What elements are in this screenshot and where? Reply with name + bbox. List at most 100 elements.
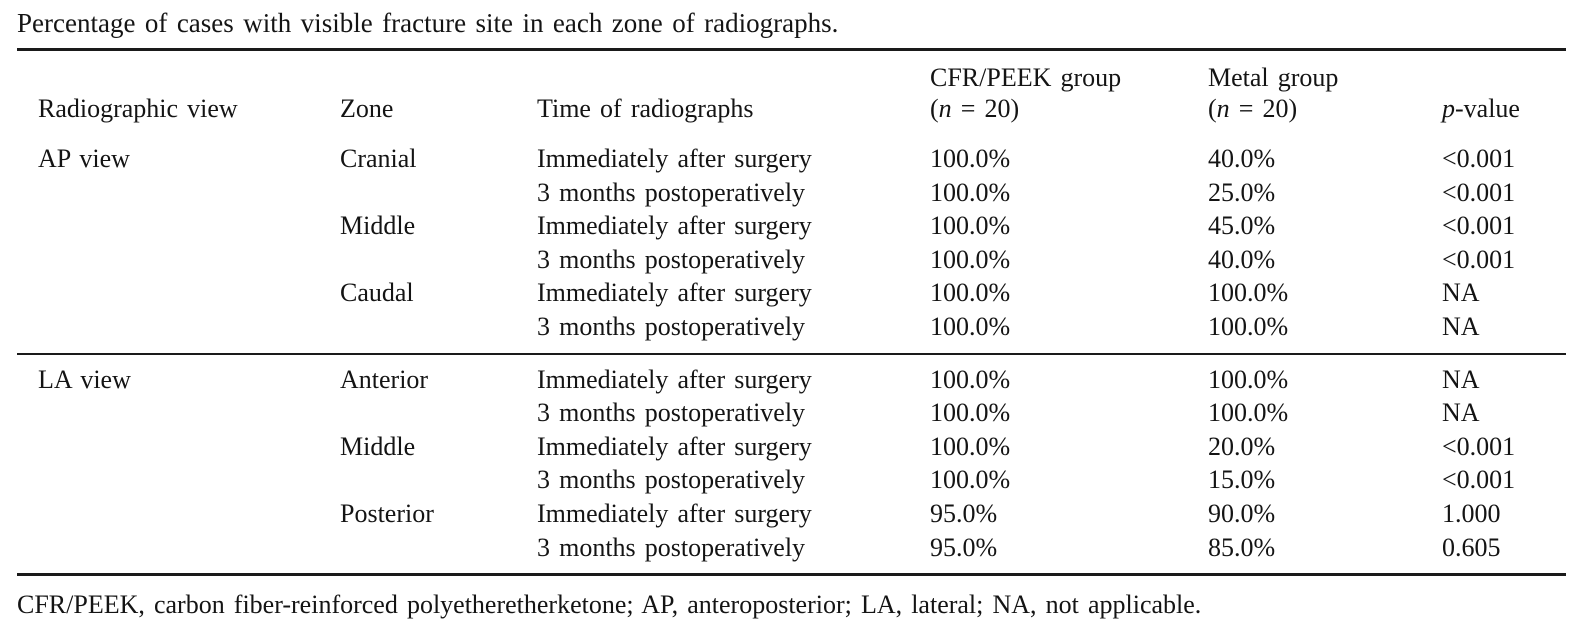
section-la-view: LA view Anterior Immediately after surge… xyxy=(17,353,1566,575)
cell-view: LA view xyxy=(38,364,131,394)
table-header: Radiographic view Zone Time of radiograp… xyxy=(17,50,1566,135)
cell-time: Immediately after surgery xyxy=(537,278,812,308)
cell-view xyxy=(17,243,340,277)
cell-cfr-peek: 100.0% xyxy=(930,211,1011,241)
table-row: Middle Immediately after surgery 100.0% … xyxy=(17,430,1566,464)
cell-cfr-peek: 100.0% xyxy=(930,177,1011,207)
cell-view xyxy=(17,497,340,531)
cell-view xyxy=(17,176,340,210)
cell-view xyxy=(17,310,340,354)
table-caption: Percentage of cases with visible fractur… xyxy=(17,8,839,38)
cell-time: 3 months postoperatively xyxy=(537,244,806,274)
cell-view xyxy=(17,276,340,310)
header-time: Time of radiographs xyxy=(537,94,754,123)
cell-cfr-peek: 100.0% xyxy=(930,278,1011,308)
table-row: Middle Immediately after surgery 100.0% … xyxy=(17,209,1566,243)
cell-time: 3 months postoperatively xyxy=(537,532,806,562)
cell-p-value: <0.001 xyxy=(1442,177,1516,207)
cell-zone: Middle xyxy=(340,431,416,461)
header-radiographic-view: Radiographic view xyxy=(38,94,238,123)
cell-p-value: NA xyxy=(1442,364,1480,394)
cell-p-value: 1.000 xyxy=(1442,498,1501,528)
cell-view xyxy=(17,396,340,430)
table-row: 3 months postoperatively 100.0% 40.0% <0… xyxy=(17,243,1566,277)
cell-view xyxy=(17,209,340,243)
cell-view: AP view xyxy=(38,144,130,173)
cell-metal: 20.0% xyxy=(1208,431,1276,461)
cell-p-value: <0.001 xyxy=(1442,244,1516,274)
header-cfr-peek-n: (n = 20) xyxy=(930,94,1020,123)
cell-time: Immediately after surgery xyxy=(537,211,812,241)
cell-cfr-peek: 95.0% xyxy=(930,532,998,562)
header-zone: Zone xyxy=(340,94,394,123)
cell-metal: 100.0% xyxy=(1208,311,1289,341)
cell-zone: Cranial xyxy=(340,144,417,173)
cell-zone xyxy=(340,176,537,210)
cell-cfr-peek: 100.0% xyxy=(930,311,1011,341)
table-row: LA view Anterior Immediately after surge… xyxy=(17,354,1566,397)
cell-p-value: NA xyxy=(1442,311,1480,341)
header-p-value: p-value xyxy=(1442,94,1520,123)
cell-metal: 85.0% xyxy=(1208,532,1276,562)
cell-metal: 40.0% xyxy=(1208,144,1276,173)
header-row: Radiographic view Zone Time of radiograp… xyxy=(17,50,1566,135)
cell-view xyxy=(17,531,340,575)
table-row: 3 months postoperatively 100.0% 100.0% N… xyxy=(17,310,1566,354)
cell-time: 3 months postoperatively xyxy=(537,465,806,495)
cell-p-value: NA xyxy=(1442,398,1480,428)
cell-metal: 100.0% xyxy=(1208,398,1289,428)
cell-view xyxy=(17,430,340,464)
header-cfr-peek-group: CFR/PEEK group (n = 20) xyxy=(930,50,1208,135)
cell-cfr-peek: 100.0% xyxy=(930,465,1011,495)
cell-p-value: NA xyxy=(1442,278,1480,308)
cell-zone xyxy=(340,243,537,277)
header-metal-group: Metal group (n = 20) xyxy=(1208,50,1442,135)
table-row: AP view Cranial Immediately after surger… xyxy=(17,134,1566,176)
cell-time: 3 months postoperatively xyxy=(537,177,806,207)
cell-p-value: <0.001 xyxy=(1442,465,1516,495)
table-row: Posterior Immediately after surgery 95.0… xyxy=(17,497,1566,531)
cell-cfr-peek: 100.0% xyxy=(930,364,1011,394)
cell-p-value: <0.001 xyxy=(1442,431,1516,461)
cell-metal: 25.0% xyxy=(1208,177,1276,207)
cell-time: Immediately after surgery xyxy=(537,144,812,173)
cell-zone xyxy=(340,463,537,497)
cell-time: 3 months postoperatively xyxy=(537,398,806,428)
cell-time: Immediately after surgery xyxy=(537,498,812,528)
cell-cfr-peek: 100.0% xyxy=(930,398,1011,428)
cell-metal: 40.0% xyxy=(1208,244,1276,274)
table-footnote: CFR/PEEK, carbon fiber-reinforced polyet… xyxy=(17,590,1202,620)
cell-cfr-peek: 100.0% xyxy=(930,244,1011,274)
cell-cfr-peek: 95.0% xyxy=(930,498,998,528)
table-row: Caudal Immediately after surgery 100.0% … xyxy=(17,276,1566,310)
header-metal-n: (n = 20) xyxy=(1208,94,1298,123)
cell-p-value: <0.001 xyxy=(1442,144,1516,173)
cell-zone xyxy=(340,396,537,430)
cell-zone: Middle xyxy=(340,211,416,241)
cell-metal: 100.0% xyxy=(1208,364,1289,394)
cell-cfr-peek: 100.0% xyxy=(930,431,1011,461)
table-row: 3 months postoperatively 100.0% 15.0% <0… xyxy=(17,463,1566,497)
cell-zone xyxy=(340,531,537,575)
cell-view xyxy=(17,463,340,497)
cell-metal: 100.0% xyxy=(1208,278,1289,308)
cell-p-value: <0.001 xyxy=(1442,211,1516,241)
cell-time: 3 months postoperatively xyxy=(537,311,806,341)
table-row: 3 months postoperatively 100.0% 25.0% <0… xyxy=(17,176,1566,210)
cell-time: Immediately after surgery xyxy=(537,364,812,394)
cell-cfr-peek: 100.0% xyxy=(930,144,1011,173)
cell-time: Immediately after surgery xyxy=(537,431,812,461)
table-row: 3 months postoperatively 100.0% 100.0% N… xyxy=(17,396,1566,430)
cell-zone xyxy=(340,310,537,354)
radiograph-results-table: Radiographic view Zone Time of radiograp… xyxy=(17,48,1566,577)
cell-metal: 45.0% xyxy=(1208,211,1276,241)
cell-zone: Posterior xyxy=(340,498,434,528)
cell-metal: 15.0% xyxy=(1208,465,1276,495)
cell-metal: 90.0% xyxy=(1208,498,1276,528)
cell-p-value: 0.605 xyxy=(1442,532,1501,562)
cell-zone: Caudal xyxy=(340,278,414,308)
table-row: 3 months postoperatively 95.0% 85.0% 0.6… xyxy=(17,531,1566,575)
cell-zone: Anterior xyxy=(340,364,429,394)
section-ap-view: AP view Cranial Immediately after surger… xyxy=(17,134,1566,354)
